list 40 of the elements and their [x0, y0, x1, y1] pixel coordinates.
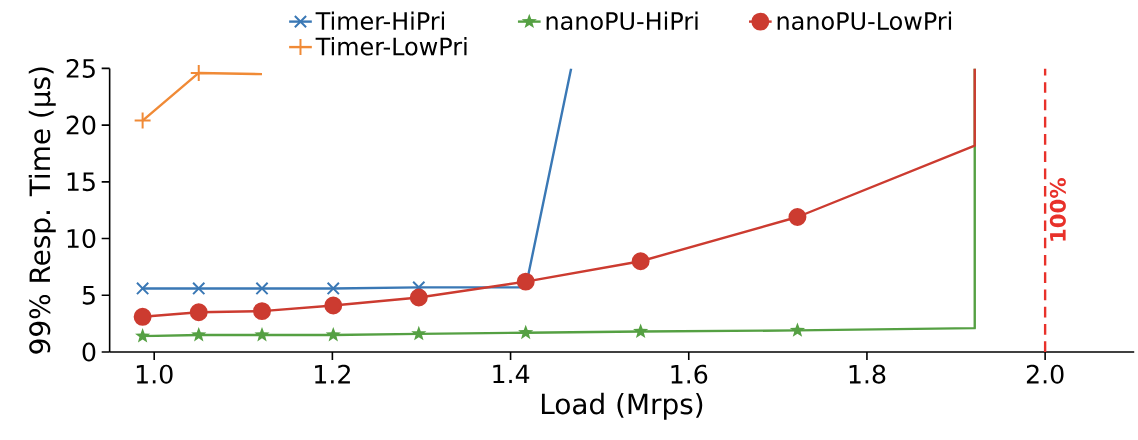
point [411, 325, 427, 341]
point [135, 281, 150, 296]
y-tick-label: 15 [67, 172, 95, 192]
x-tick-label: 2.0 [1026, 364, 1064, 384]
point [192, 281, 206, 296]
point [789, 322, 806, 337]
point [253, 302, 271, 321]
x-tick-label: 1.4 [493, 364, 530, 384]
point [633, 323, 649, 338]
point [326, 281, 340, 296]
point [518, 324, 534, 340]
x-tick-label: 1.0 [136, 364, 173, 384]
y-tick-label: 20 [66, 115, 96, 135]
point [254, 326, 270, 342]
point [189, 303, 208, 322]
legend-label: nanoPU-HiPri [546, 11, 698, 30]
x-tick-label: 1.8 [849, 364, 886, 384]
point [324, 296, 343, 315]
annotation: 100% [1049, 177, 1066, 241]
point [325, 326, 341, 342]
y-tick-label: 25 [66, 58, 95, 78]
point [133, 111, 152, 130]
point [631, 252, 650, 271]
legend-label: Timer-LowPri [315, 36, 467, 56]
y-tick-label: 0 [82, 342, 96, 362]
point [133, 307, 152, 326]
y-tick-label: 5 [82, 285, 95, 305]
y-tick-label: 10 [67, 228, 96, 249]
x-tick-label: 1.2 [315, 364, 350, 384]
x-tick-label: 1.6 [671, 364, 708, 384]
point [135, 328, 151, 343]
y-axis-title: 99% Resp. Time (μs) [28, 67, 56, 354]
legend-label: Timer-HiPri [315, 11, 445, 30]
point [788, 208, 807, 226]
point [255, 281, 269, 296]
legend-label: nanoPU-LowPri [777, 11, 952, 30]
point [409, 288, 428, 307]
point [516, 272, 535, 291]
x-axis-title: Load (Mrps) [541, 392, 703, 420]
point [191, 326, 207, 342]
